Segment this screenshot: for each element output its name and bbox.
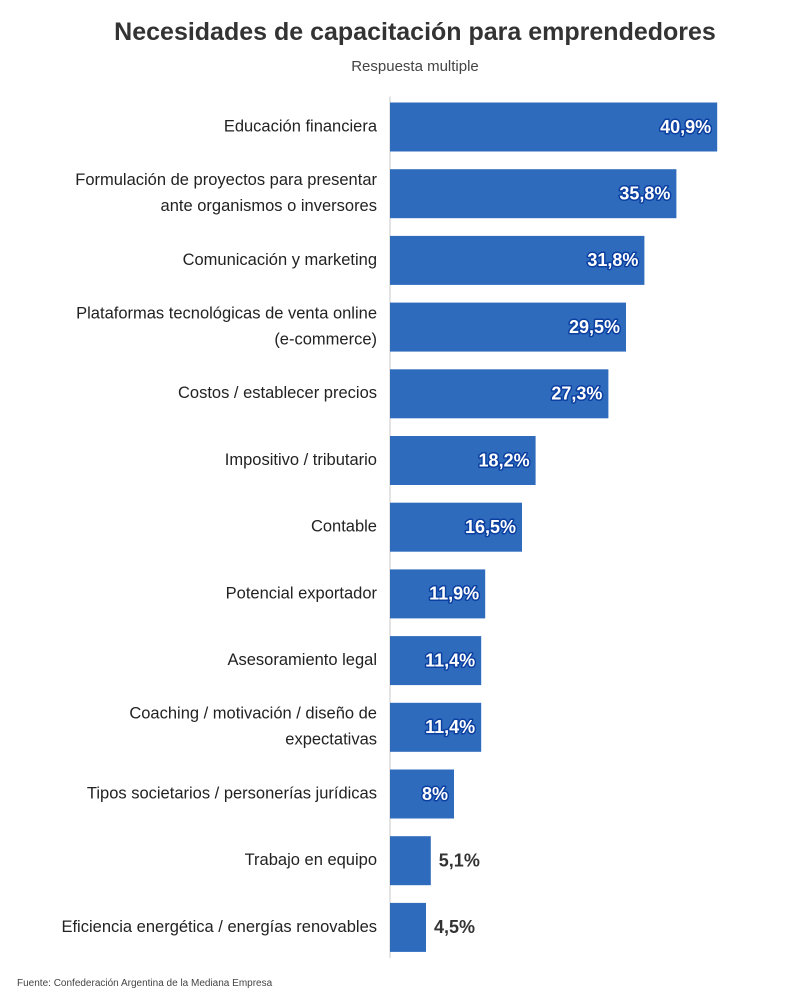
bar xyxy=(390,569,486,619)
category-label: Impositivo / tributario xyxy=(225,451,377,469)
value-label: 5,1% xyxy=(439,850,480,870)
value-label: 16,5% xyxy=(465,517,516,537)
bar xyxy=(390,302,626,352)
bar xyxy=(390,502,522,552)
bar xyxy=(390,902,426,952)
value-label: 40,9% xyxy=(660,117,711,137)
chart-subtitle: Respuesta multiple xyxy=(351,58,479,75)
value-label: 35,8% xyxy=(619,183,670,203)
category-label: Plataformas tecnológicas de venta online… xyxy=(76,304,377,348)
bar xyxy=(390,102,718,152)
value-label: 11,4% xyxy=(425,717,475,737)
bar xyxy=(390,636,482,686)
category-label: Eficiencia energética / energías renovab… xyxy=(61,918,377,936)
bar xyxy=(390,169,677,219)
category-label: Formulación de proyectos para presentar a… xyxy=(75,171,377,215)
value-label: 31,8% xyxy=(587,250,638,270)
category-label: Educación financiera xyxy=(224,117,378,135)
value-label: 4,5% xyxy=(434,917,475,937)
value-label: 27,3% xyxy=(551,384,602,404)
value-label: 11,4% xyxy=(425,650,475,670)
bar xyxy=(390,836,431,886)
category-label: Comunicación y marketing xyxy=(183,251,377,269)
bar xyxy=(390,235,645,285)
value-label: 29,5% xyxy=(569,317,620,337)
category-label: Trabajo en equipo xyxy=(245,851,377,869)
category-label: Tipos societarios / personerías jurídica… xyxy=(87,784,377,802)
category-label: Potencial exportador xyxy=(226,584,378,602)
category-label: Asesoramiento legal xyxy=(228,651,378,669)
bar xyxy=(390,369,609,419)
category-label: Coaching / motivación / diseño de expecta… xyxy=(129,705,377,749)
value-label: 8% xyxy=(422,784,448,804)
value-label: 18,2% xyxy=(479,450,530,470)
chart-title: Necesidades de capacitación para emprend… xyxy=(114,18,716,46)
bar xyxy=(390,769,454,819)
value-label: 11,9% xyxy=(429,584,479,604)
bar xyxy=(390,702,482,752)
bar xyxy=(390,436,536,485)
source-note: Fuente: Confederación Argentina de la Me… xyxy=(17,978,273,989)
category-label: Costos / establecer precios xyxy=(178,384,377,402)
category-label: Contable xyxy=(311,518,377,536)
